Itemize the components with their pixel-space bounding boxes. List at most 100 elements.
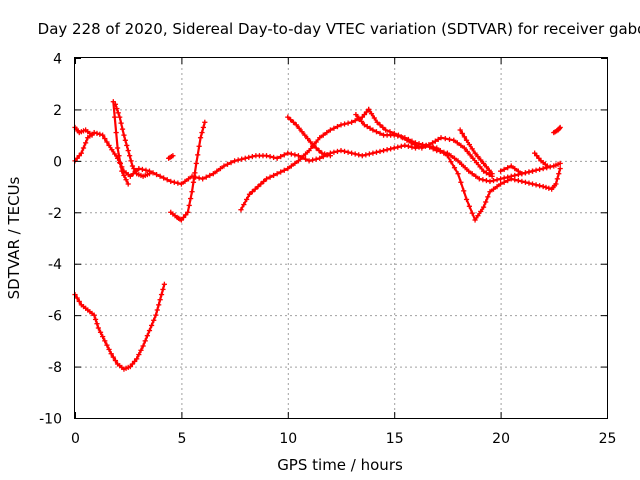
data-point — [122, 137, 128, 143]
axis-ticks: 0 5 10 15 20 25 -10 -8 -6 -4 -2 0 2 4 — [39, 52, 616, 448]
data-point — [371, 115, 377, 121]
data-point — [505, 165, 511, 171]
data-point — [345, 120, 351, 126]
data-point — [117, 114, 123, 120]
data-point — [267, 174, 273, 180]
data-point — [295, 153, 302, 159]
data-point — [477, 164, 483, 170]
data-point — [490, 186, 497, 192]
y-tick-label: -2 — [48, 206, 62, 222]
data-point — [313, 139, 319, 145]
data-point — [288, 163, 294, 169]
data-point — [501, 166, 507, 173]
x-axis-label: GPS time / hours — [277, 456, 403, 474]
data-point — [295, 158, 302, 164]
data-point — [526, 169, 532, 175]
data-point — [435, 136, 441, 143]
data-point — [249, 189, 255, 195]
data-point — [341, 121, 348, 127]
data-point — [515, 168, 521, 174]
data-point — [519, 171, 525, 177]
data-point — [438, 135, 444, 141]
data-point — [463, 137, 470, 143]
data-point — [540, 165, 546, 172]
data-point — [505, 177, 511, 184]
data-point — [192, 170, 198, 176]
data-point — [522, 170, 529, 176]
data-point — [202, 119, 208, 125]
data-point — [115, 110, 121, 116]
data-point — [466, 203, 472, 209]
x-tick-label: 20 — [492, 431, 510, 447]
data-point — [207, 172, 213, 179]
data-point — [512, 165, 518, 172]
data-point — [285, 150, 291, 156]
grid — [75, 58, 607, 418]
data-point — [157, 173, 163, 179]
data-point — [188, 195, 194, 202]
data-point — [353, 111, 359, 118]
data-point — [461, 145, 468, 151]
data-point — [455, 158, 461, 164]
data-point — [310, 157, 316, 163]
data-point — [306, 147, 312, 154]
data-point — [451, 137, 457, 143]
series-track-a — [72, 129, 563, 187]
series-track-m — [532, 150, 551, 169]
data-point — [118, 120, 124, 126]
y-tick-label: -4 — [48, 257, 62, 273]
x-tick-label: 15 — [386, 431, 404, 447]
data-point — [128, 158, 134, 164]
data-point — [467, 152, 473, 158]
data-point — [189, 189, 195, 195]
data-point — [267, 153, 273, 160]
data-point — [324, 129, 330, 136]
data-point — [288, 151, 294, 157]
data-point — [533, 167, 539, 173]
data-point — [78, 150, 84, 156]
data-point — [313, 156, 319, 162]
data-point — [290, 119, 297, 125]
data-point — [341, 148, 348, 155]
data-point — [232, 158, 238, 164]
data-point — [175, 180, 181, 186]
data-point — [146, 171, 153, 177]
data-point — [285, 114, 291, 120]
data-point — [483, 164, 490, 170]
data-point — [127, 153, 133, 159]
data-point — [448, 159, 454, 165]
data-point — [121, 132, 127, 138]
data-point — [388, 146, 394, 152]
data-point — [76, 298, 82, 305]
data-point — [316, 147, 322, 154]
data-point — [109, 147, 115, 153]
data-point — [242, 155, 248, 161]
data-point — [112, 151, 118, 157]
data-point — [540, 183, 546, 190]
data-point — [553, 181, 559, 187]
data-point — [161, 281, 167, 287]
data-point — [377, 122, 383, 128]
data-point — [451, 165, 458, 171]
data-point — [412, 145, 419, 151]
data-point — [124, 142, 130, 149]
data-point — [97, 131, 103, 137]
data-point — [544, 163, 551, 169]
data-point — [441, 150, 447, 156]
data-point — [557, 165, 563, 172]
data-point — [398, 143, 404, 149]
data-point — [366, 151, 372, 157]
data-point — [508, 176, 514, 182]
data-point — [476, 176, 482, 182]
data-point — [349, 150, 355, 156]
data-series — [72, 99, 563, 372]
data-point — [327, 127, 333, 133]
data-point — [140, 343, 146, 349]
data-point — [97, 329, 104, 335]
data-point — [193, 160, 199, 167]
data-point — [529, 168, 536, 174]
data-point — [83, 140, 89, 146]
data-point — [123, 177, 129, 183]
data-point — [299, 129, 305, 135]
data-point — [281, 167, 287, 173]
